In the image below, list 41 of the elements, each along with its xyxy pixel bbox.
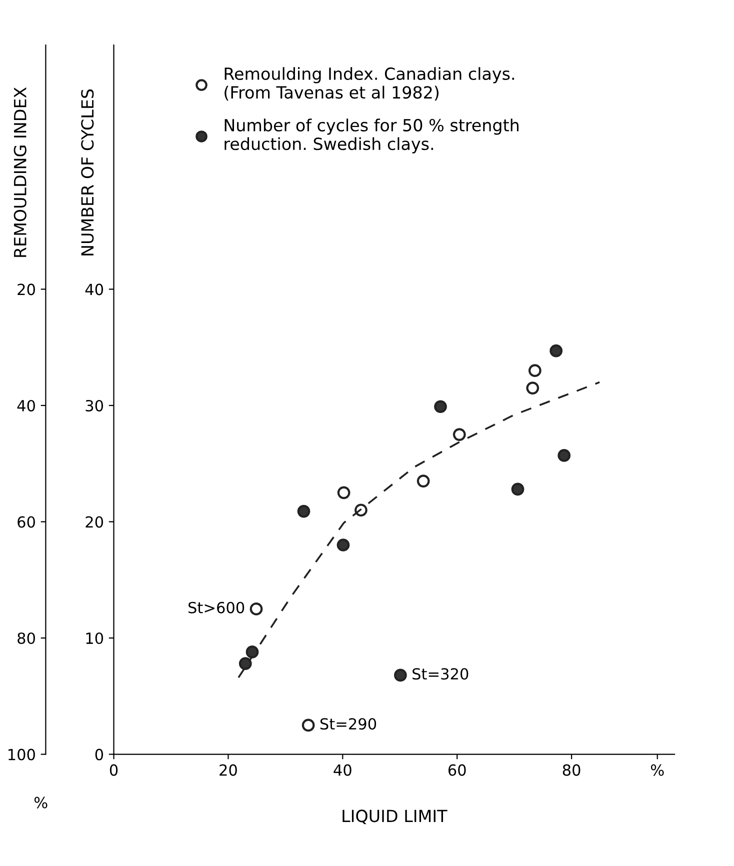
point [434,400,447,414]
point [526,382,540,394]
y-axis-title: NUMBER OF CYCLES [81,89,94,256]
y-tick-label: 30 [86,400,104,412]
y2-tick-label: 20 [18,284,35,296]
point [452,428,466,441]
legend-label: Number of cycles for 50 % strength reduction. Swedish clays. [224,118,518,154]
point [246,646,259,658]
point [337,486,350,500]
point [302,718,315,732]
point [511,482,524,496]
point [558,449,571,462]
x-axis-title: LIQUID LIMIT [342,810,448,824]
annotation: St=290 [320,718,376,730]
annotation: St>600 [188,602,244,614]
point [250,602,263,616]
text: % [34,796,48,808]
x-tick-label: 20 [220,764,237,776]
y2-tick-label: 60 [18,516,35,528]
y2-tick-label: 40 [17,400,35,412]
y-tick-label: 20 [86,516,104,528]
annotation: St=320 [412,668,468,680]
x-tick-label: % [650,764,664,776]
point [336,538,350,552]
y-tick-label: 10 [86,632,104,644]
point [238,657,252,670]
x-tick-label: 40 [334,764,352,776]
y2-tick-label: 100 [8,748,35,760]
legend-label: Remoulding Index. Canadian clays. (From Tavenas et al 1982) [224,67,514,101]
point [550,344,563,358]
point [297,504,310,518]
point [394,668,407,682]
point [528,364,542,378]
x-tick-label: 0 [110,764,118,776]
y2-tick-label: 80 [18,632,35,644]
x-tick-label: 80 [562,764,580,776]
x-tick-label: 60 [448,764,466,776]
y2-axis-title: REMOULDING INDEX [14,87,26,257]
y-tick-label: 0 [95,748,104,760]
y-tick-label: 40 [85,284,104,296]
point [416,474,430,488]
